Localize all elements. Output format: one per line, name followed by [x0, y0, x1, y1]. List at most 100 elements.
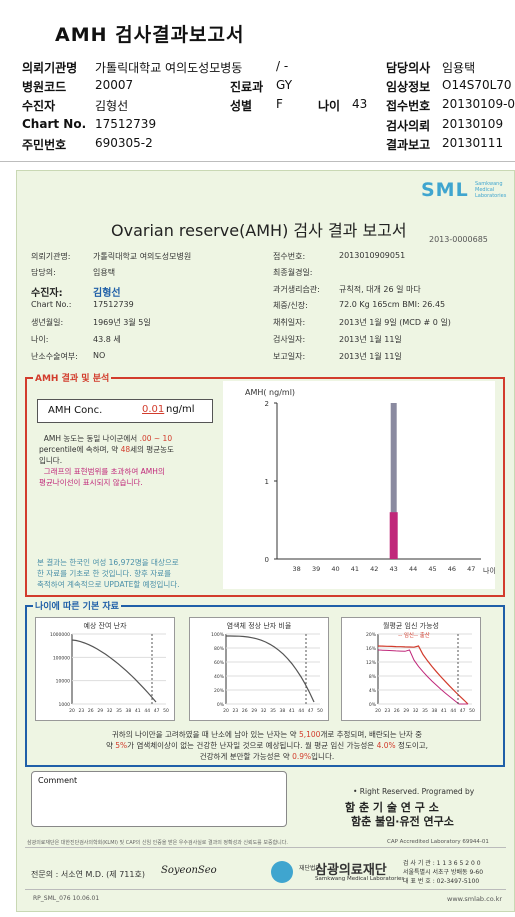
x-tick-label: 41 — [351, 565, 359, 573]
org-name: 삼광의료재단 — [315, 863, 387, 878]
footer-divider — [25, 847, 506, 848]
header-label: 병원코드 — [22, 80, 67, 94]
field-value: NO — [93, 351, 106, 360]
x-tick-label: 23 — [233, 708, 239, 714]
y-tick-label: 100000 — [53, 655, 70, 661]
org-small: 재단법인 — [299, 865, 322, 872]
lab-name-2: 함춘 불임·유전 연구소 — [351, 815, 454, 828]
field-value: 2013년 1월 11일 — [339, 335, 402, 344]
cap-text: CAP Accredited Laboratory 69944-01 — [387, 839, 489, 845]
age-data-section — [25, 605, 505, 767]
x-tick-label: 47 — [308, 708, 314, 714]
x-tick-label: 20 — [223, 708, 229, 714]
panel-remaining-eggs: 예상 잔여 난자 1000000 100000 10000 1000 20 23 26 29 32… — [35, 617, 175, 721]
x-tick-label: 26 — [242, 708, 248, 714]
y-tick-label: 40% — [214, 674, 225, 680]
y-tick-label: 4% — [369, 688, 377, 694]
x-tick-label: 23 — [79, 708, 85, 714]
field-label: Chart No.: — [31, 300, 72, 309]
y-tick-label: 0 — [265, 556, 269, 564]
doctor-name: 전문의 : 서소연 M.D. (제 711호) — [31, 870, 145, 879]
curve — [226, 635, 315, 703]
page-title: AMH 검사결과보고서 — [55, 24, 245, 46]
header-value: 43 — [352, 97, 368, 111]
y-tick-label: 12% — [366, 660, 377, 666]
x-tick-label: 32 — [261, 708, 267, 714]
comment-box: Comment — [31, 771, 287, 827]
field-label: 과거생리습관: — [273, 285, 320, 294]
org-logo-icon — [271, 861, 293, 883]
form-code: RP_SML_076 10.06.01 — [33, 895, 100, 902]
header-value: 20130111 — [442, 136, 504, 150]
field-value: 17512739 — [93, 300, 134, 309]
footer-divider-2 — [25, 889, 506, 890]
header-value: 김형선 — [95, 99, 129, 113]
x-tick-label: 44 — [450, 708, 456, 714]
x-tick-label: 29 — [97, 708, 103, 714]
sml-logo-sub: Samkwang Medical Laboratories — [475, 181, 507, 199]
field-label: 난소수술여부: — [31, 352, 78, 361]
field-value: 임용택 — [93, 268, 116, 277]
legend: -- 임신-- 출산 — [398, 631, 430, 639]
lab-name-1: 함 춘 기 술 연 구 소 — [345, 801, 439, 814]
x-tick-label: 35 — [422, 708, 428, 714]
x-tick-label: 35 — [270, 708, 276, 714]
header-value: / - — [276, 59, 289, 73]
header-value: 20130109 — [442, 117, 504, 131]
x-tick-label: 20 — [375, 708, 381, 714]
x-tick-label: 32 — [107, 708, 113, 714]
field-label: 채취일자: — [273, 318, 306, 327]
y-tick-label: 20% — [366, 632, 377, 638]
x-tick-label: 44 — [144, 708, 150, 714]
y-tick-label: 1000 — [59, 702, 71, 708]
y-axis-label: AMH( ng/ml) — [245, 388, 295, 397]
report-title: Ovarian reserve(AMH) 검사 결과 보고서 — [111, 221, 407, 240]
header-value: 임용택 — [442, 61, 476, 75]
x-tick-label: 32 — [413, 708, 419, 714]
panel-title: 예상 잔여 난자 — [83, 621, 127, 630]
x-tick-label: 35 — [116, 708, 122, 714]
field-label: 담당의: — [31, 268, 56, 277]
x-tick-label: 38 — [126, 708, 132, 714]
header-label: 성별 — [230, 99, 253, 113]
x-tick-label: 47 — [460, 708, 466, 714]
header-value: 17512739 — [95, 117, 157, 131]
field-value: 2013년 1월 11일 — [339, 352, 402, 361]
y-tick-label: 1 — [265, 478, 269, 486]
field-label: 최종월경일: — [273, 268, 313, 277]
curve-birth — [377, 649, 468, 705]
signature: SoyeonSeo — [161, 865, 217, 876]
header-value: O14S70L70 — [442, 78, 512, 92]
header-value: F — [276, 97, 283, 111]
x-tick-label: 38 — [280, 708, 286, 714]
field-label: 나이: — [31, 335, 49, 344]
field-value: 1969년 3월 5일 — [93, 318, 151, 327]
amh-interpretation: AMH 농도는 동일 나이군에서 .00 ~ 10 percentile에 속하… — [39, 434, 174, 487]
age-summary: 귀하의 나이만을 고려하였을 때 난소에 남아 있는 난자는 약 5,100개로… — [105, 730, 429, 761]
header-label: 결과보고 — [386, 138, 431, 152]
field-value: 김형선 — [93, 288, 121, 299]
x-tick-label: 46 — [448, 565, 456, 573]
header-label: 접수번호 — [386, 99, 431, 113]
amh-conc-value: 0.01 — [142, 404, 165, 415]
amh-result-section — [25, 377, 505, 597]
report-sheet: SML Samkwang Medical Laboratories Ovarian … — [16, 170, 515, 912]
x-tick-label: 41 — [135, 708, 141, 714]
y-tick-label: 60% — [214, 660, 225, 666]
x-tick-label: 39 — [312, 565, 320, 573]
header-value: 20007 — [95, 78, 134, 92]
field-label: 체중/신장: — [273, 301, 308, 310]
contact-info: 검 사 기 관 : 1 1 3 6 5 2 0 0 서울특별시 서초구 방배동 … — [403, 860, 484, 885]
doc-number: 2013-0000685 — [429, 235, 488, 244]
x-tick-label: 40 — [331, 565, 339, 573]
sml-logo: SML — [421, 179, 469, 201]
panel-title: 월평균 임신 가능성 — [383, 621, 439, 630]
field-value: 43.8 세 — [93, 335, 121, 344]
x-tick-label: 44 — [409, 565, 417, 573]
fine-print: 삼광의료재단은 대한진단검사의학회(KLMI) 및 CAP의 신임 인증을 받은… — [27, 840, 288, 846]
field-value: 201301090905​1 — [339, 251, 406, 260]
field-label: 수진자: — [31, 288, 63, 299]
org-en: Samkwang Medical Laboratories — [315, 876, 405, 882]
panel-pregnancy: 월평균 임신 가능성 20% 16% 12% 8% 4% 0% 20 23 26 29 32 35 38 4… — [341, 617, 481, 721]
rights-text: • Right Reserved. Programed by — [353, 787, 475, 796]
